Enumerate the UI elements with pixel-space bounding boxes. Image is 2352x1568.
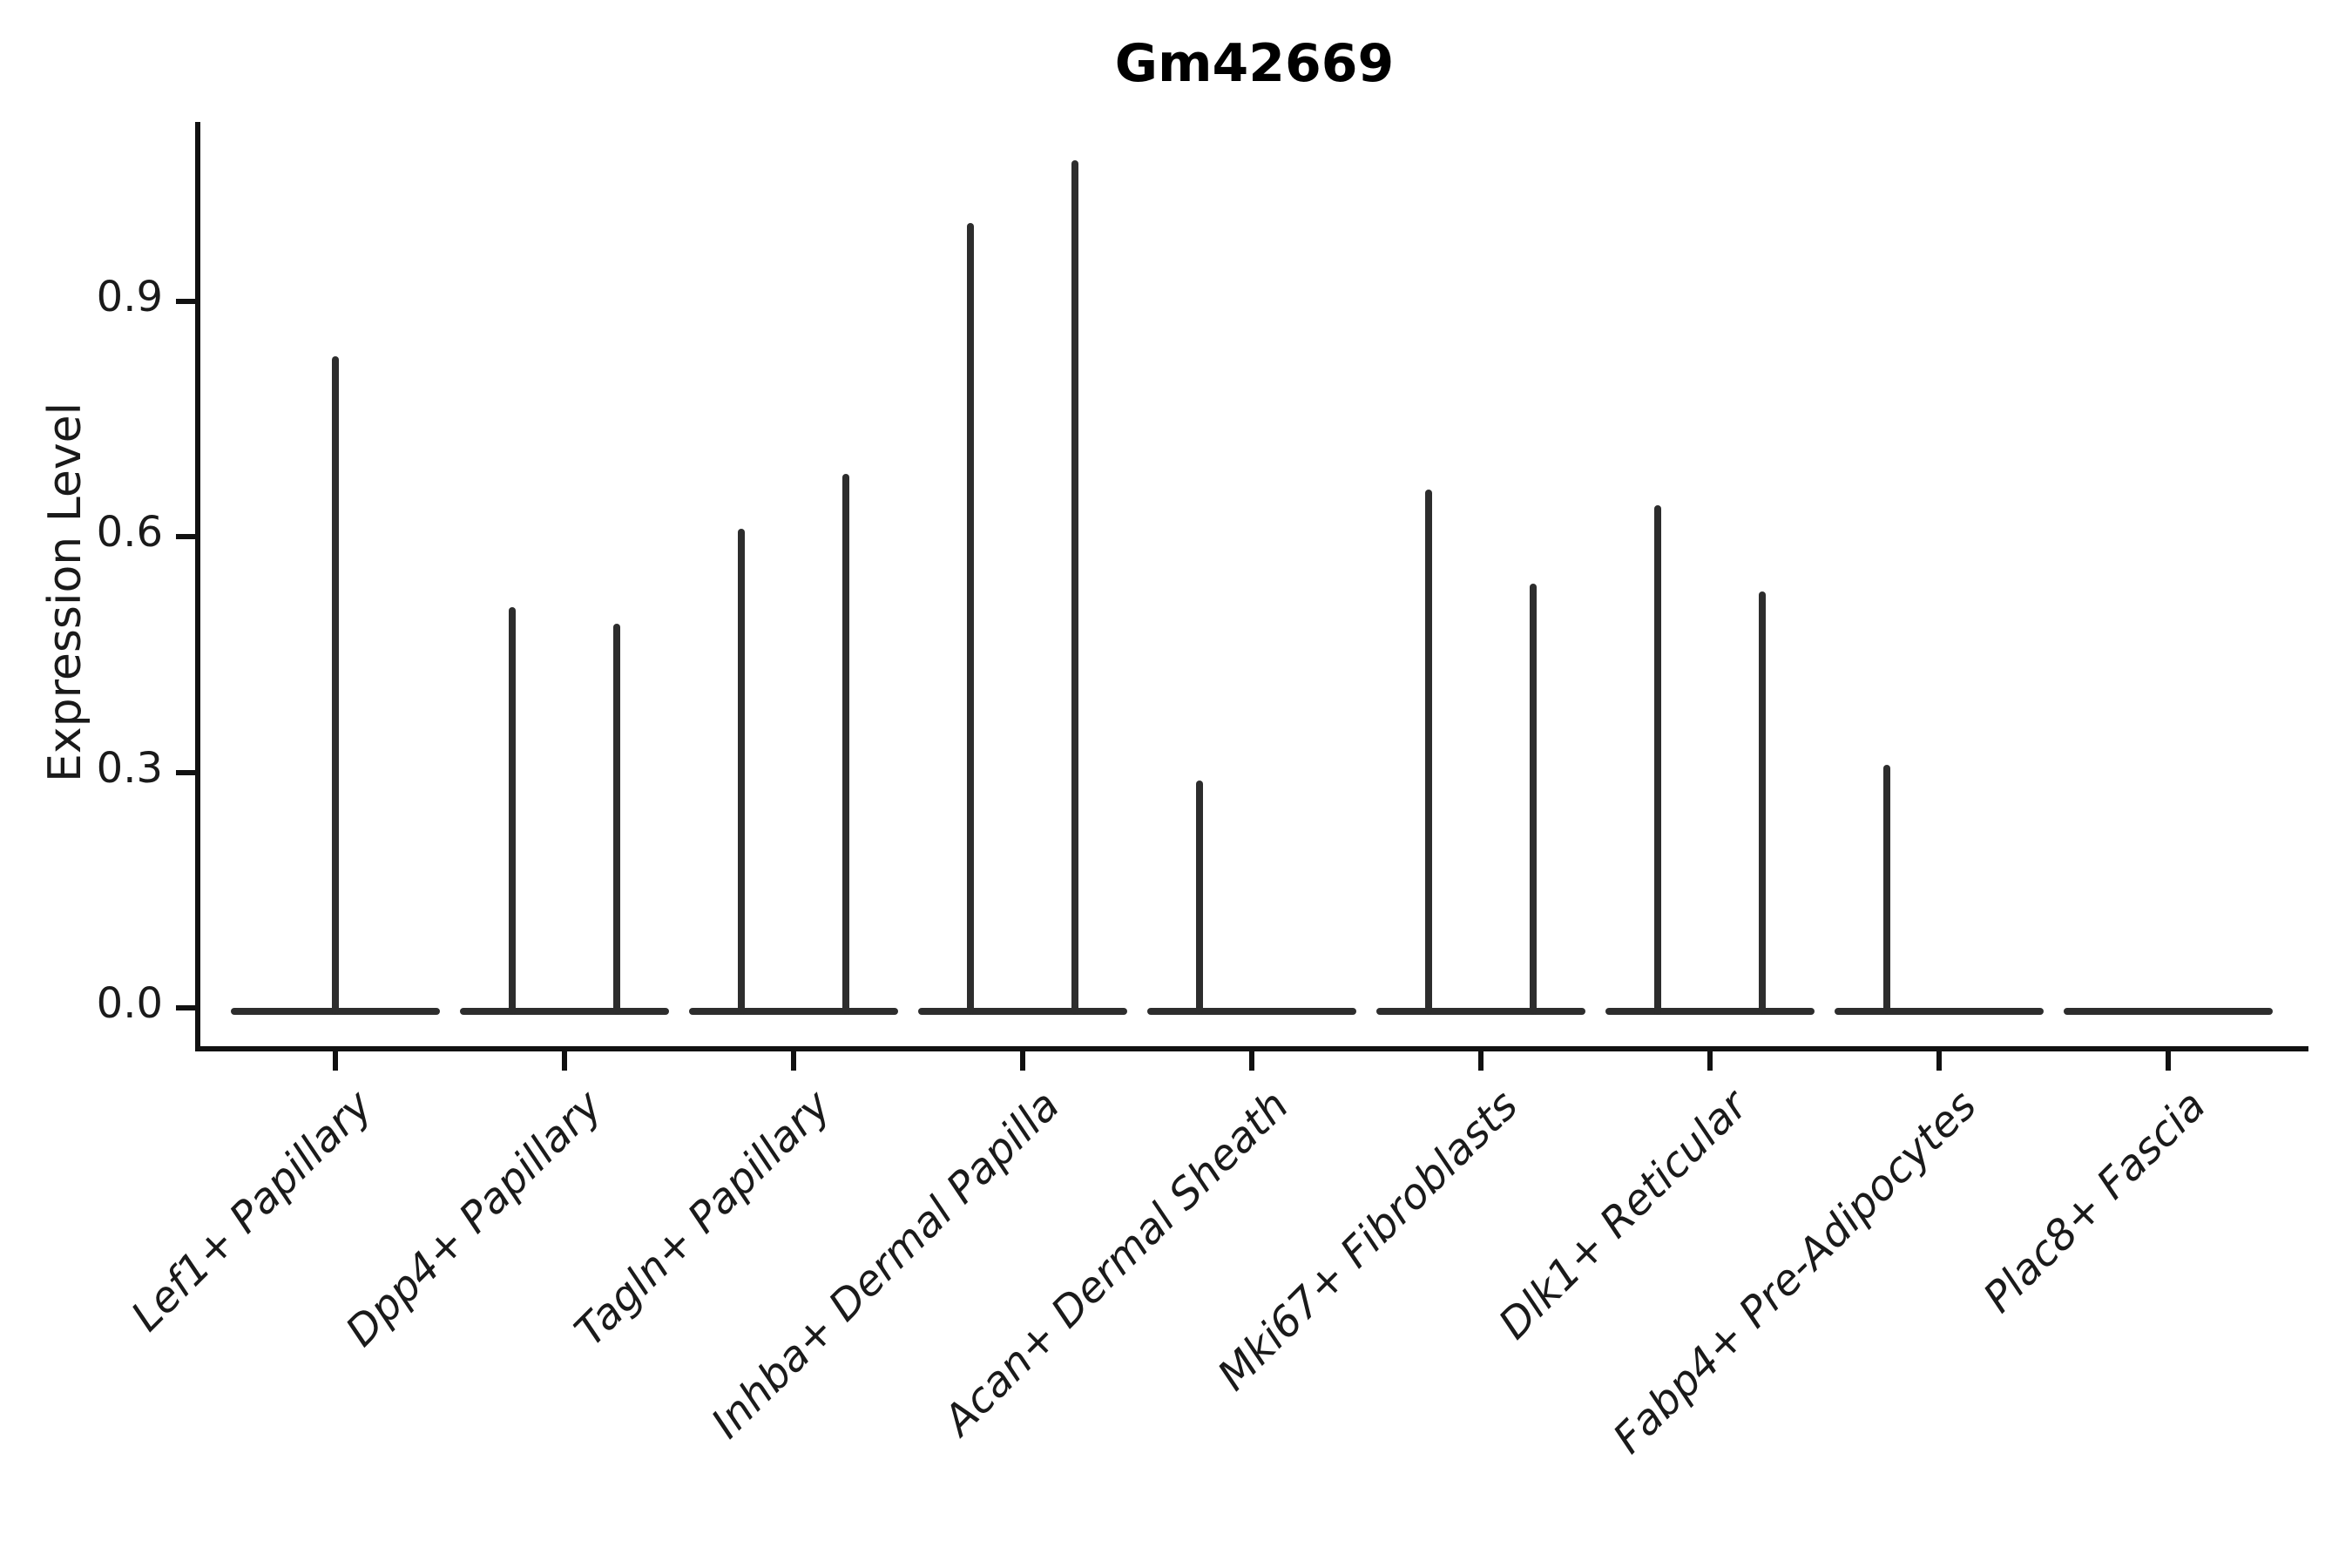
violin-spike — [1196, 780, 1203, 1015]
x-tick — [1249, 1051, 1254, 1071]
x-axis-spine — [195, 1046, 2308, 1051]
violin-baseline — [918, 1008, 1127, 1015]
violin-spike — [1071, 159, 1078, 1015]
violin-spike — [967, 223, 974, 1015]
x-tick — [1020, 1051, 1025, 1071]
violin-spike — [332, 356, 339, 1015]
y-axis-label: Expression Level — [39, 402, 91, 783]
y-tick — [176, 534, 195, 540]
violin-spike — [1530, 584, 1537, 1015]
x-tick — [562, 1051, 567, 1071]
y-tick-label: 0.3 — [96, 743, 163, 793]
violin-baseline — [1605, 1008, 1815, 1015]
x-tick — [1478, 1051, 1484, 1071]
chart-title: Gm42669 — [1114, 33, 1395, 94]
x-tick-label-text: Lef1+ Papillary — [122, 1081, 382, 1342]
x-tick — [1936, 1051, 1942, 1071]
violin-spike — [738, 529, 745, 1015]
violin-spike — [842, 474, 849, 1015]
y-tick — [176, 299, 195, 305]
x-tick-label-text: Fabp4+ Pre-Adipocytes — [1604, 1081, 1986, 1463]
x-tick — [791, 1051, 796, 1071]
violin-spike — [1883, 764, 1890, 1015]
y-tick-label: 0.9 — [96, 273, 163, 322]
x-tick-label-text: Tagln+ Papillary — [565, 1081, 841, 1356]
violin-spike — [509, 607, 516, 1015]
violin-baseline — [1376, 1008, 1585, 1015]
x-tick-label-text: Plac8+ Fascia — [1973, 1081, 2215, 1322]
y-tick — [176, 1005, 195, 1010]
violin-baseline — [1147, 1008, 1356, 1015]
y-tick — [176, 769, 195, 775]
y-tick-label: 0.6 — [96, 508, 163, 558]
violin-baseline — [2064, 1008, 2273, 1015]
y-tick-label: 0.0 — [96, 979, 163, 1028]
x-tick-label-text: Dpp4+ Papillary — [336, 1081, 612, 1356]
x-tick-label-text: Dlk1+ Reticular — [1489, 1081, 1757, 1349]
x-tick — [2166, 1051, 2171, 1071]
violin-spike — [613, 623, 620, 1015]
violin-baseline — [1835, 1008, 2044, 1015]
violin-spike — [1654, 505, 1661, 1015]
x-tick — [1707, 1051, 1713, 1071]
violin-baseline — [689, 1008, 898, 1015]
violin-spike — [1425, 490, 1432, 1015]
x-tick — [333, 1051, 338, 1071]
y-axis-spine — [195, 122, 200, 1051]
violin-baseline — [460, 1008, 669, 1015]
violin-spike — [1759, 591, 1766, 1015]
